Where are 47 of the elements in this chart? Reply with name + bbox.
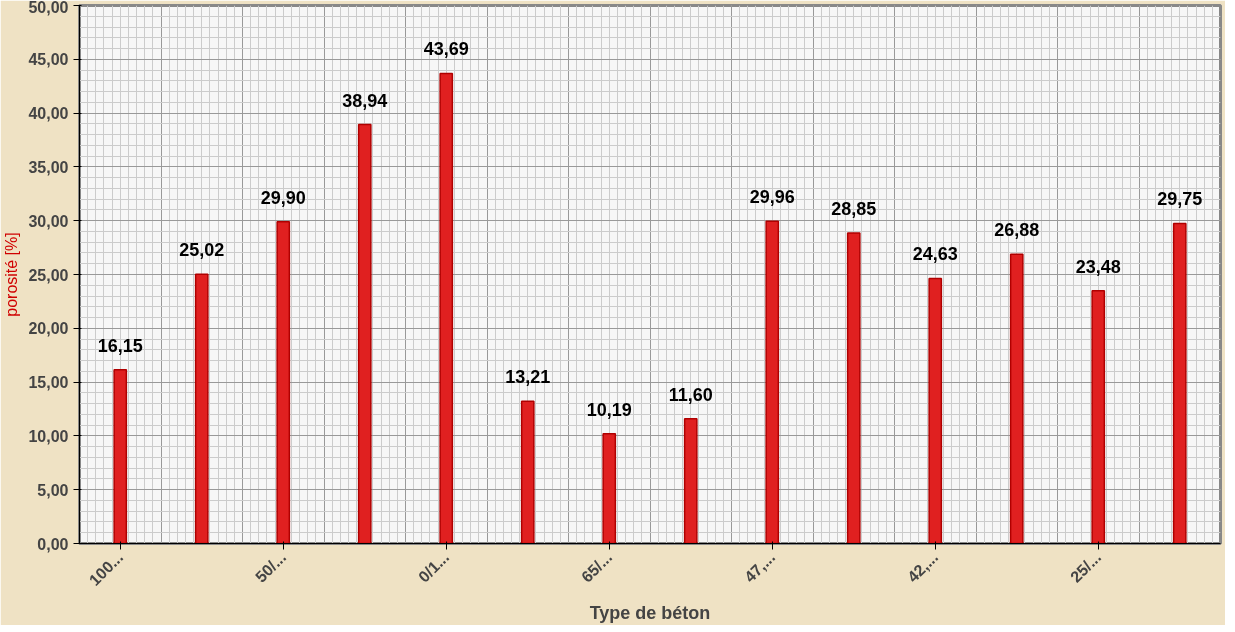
data-label: 13,21 — [505, 367, 551, 388]
data-label: 25,02 — [179, 240, 225, 261]
data-label: 23,48 — [1075, 256, 1121, 277]
data-label: 29,90 — [260, 187, 306, 208]
y-tick-label: 20,00 — [28, 320, 69, 338]
y-tick-label: 5,00 — [37, 481, 69, 499]
y-axis-title: porosité [%] — [3, 232, 21, 317]
x-tick-label: 47,... — [741, 548, 779, 586]
data-label: 29,96 — [749, 187, 795, 208]
bar — [520, 400, 535, 544]
data-label: 29,75 — [1157, 189, 1203, 210]
x-tick-label: 50/... — [252, 548, 290, 586]
y-tick-label: 35,00 — [28, 158, 69, 176]
y-tick-label: 15,00 — [28, 374, 69, 392]
data-label: 16,15 — [97, 335, 143, 356]
bar — [1091, 290, 1106, 544]
data-label: 38,94 — [342, 90, 388, 111]
bar — [1172, 222, 1187, 544]
x-tick-label: 42,... — [904, 548, 942, 586]
bar — [765, 220, 780, 544]
bar — [357, 123, 372, 544]
bar — [846, 232, 861, 544]
y-tick-label: 50,00 — [28, 0, 69, 16]
y-tick-label: 45,00 — [28, 51, 69, 69]
bar — [602, 433, 617, 544]
x-tick-label: 0/1... — [415, 548, 453, 586]
y-tick-label: 40,00 — [28, 105, 69, 123]
y-tick-label: 25,00 — [28, 266, 69, 284]
data-label: 28,85 — [831, 199, 877, 220]
bar — [113, 368, 128, 544]
y-tick-label: 0,00 — [37, 535, 69, 553]
bar — [439, 72, 454, 544]
bar — [1009, 253, 1024, 544]
x-axis-title: Type de béton — [589, 602, 711, 623]
y-tick-label: 30,00 — [28, 212, 69, 230]
x-tick-label: 25/... — [1067, 548, 1105, 586]
bar — [276, 221, 291, 544]
x-tick-label: 65/... — [578, 548, 616, 586]
data-label: 11,60 — [668, 384, 713, 405]
bar — [194, 273, 209, 544]
y-tick-label: 10,00 — [28, 427, 69, 445]
data-label: 43,69 — [423, 39, 469, 60]
data-label: 26,88 — [994, 220, 1040, 241]
bar — [928, 277, 943, 544]
data-label: 10,19 — [586, 399, 632, 420]
bar — [683, 417, 698, 544]
data-label: 24,63 — [912, 244, 958, 265]
